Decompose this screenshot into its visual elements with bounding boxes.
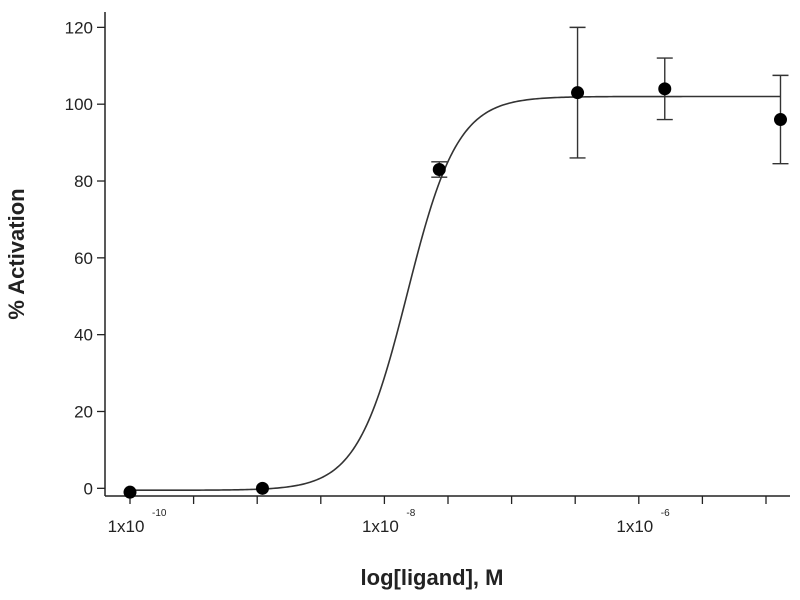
y-tick-label: 40 [74, 326, 93, 345]
y-ticks: 0 20 40 60 80 100 120 [65, 18, 105, 498]
y-tick-label: 80 [74, 172, 93, 191]
data-point [773, 113, 787, 127]
x-tick-label: 1x10 [362, 517, 399, 536]
y-tick-label: 120 [65, 18, 93, 37]
data-points [123, 26, 789, 499]
x-tick-label: 1x10 [108, 517, 145, 536]
x-tick-exponent: -6 [661, 508, 670, 519]
y-tick-label: 0 [84, 479, 93, 498]
y-axis-title: % Activation [4, 188, 29, 319]
data-point [255, 481, 269, 495]
fit-curve [130, 95, 781, 492]
y-tick-label: 60 [74, 249, 93, 268]
x-tick-exponent: -8 [406, 508, 415, 519]
x-tick-label: 1x10 [616, 517, 653, 536]
axes [104, 12, 790, 497]
x-ticks: 1x10 -10 1x10 -8 1x10 -6 [108, 496, 767, 536]
x-axis-title: log[ligand], M [361, 565, 504, 590]
y-tick-label: 100 [65, 95, 93, 114]
data-point [432, 162, 446, 176]
data-point [123, 485, 137, 499]
data-point [658, 82, 672, 96]
data-point [571, 86, 585, 100]
y-tick-label: 20 [74, 402, 93, 421]
x-tick-exponent: -10 [152, 508, 167, 519]
